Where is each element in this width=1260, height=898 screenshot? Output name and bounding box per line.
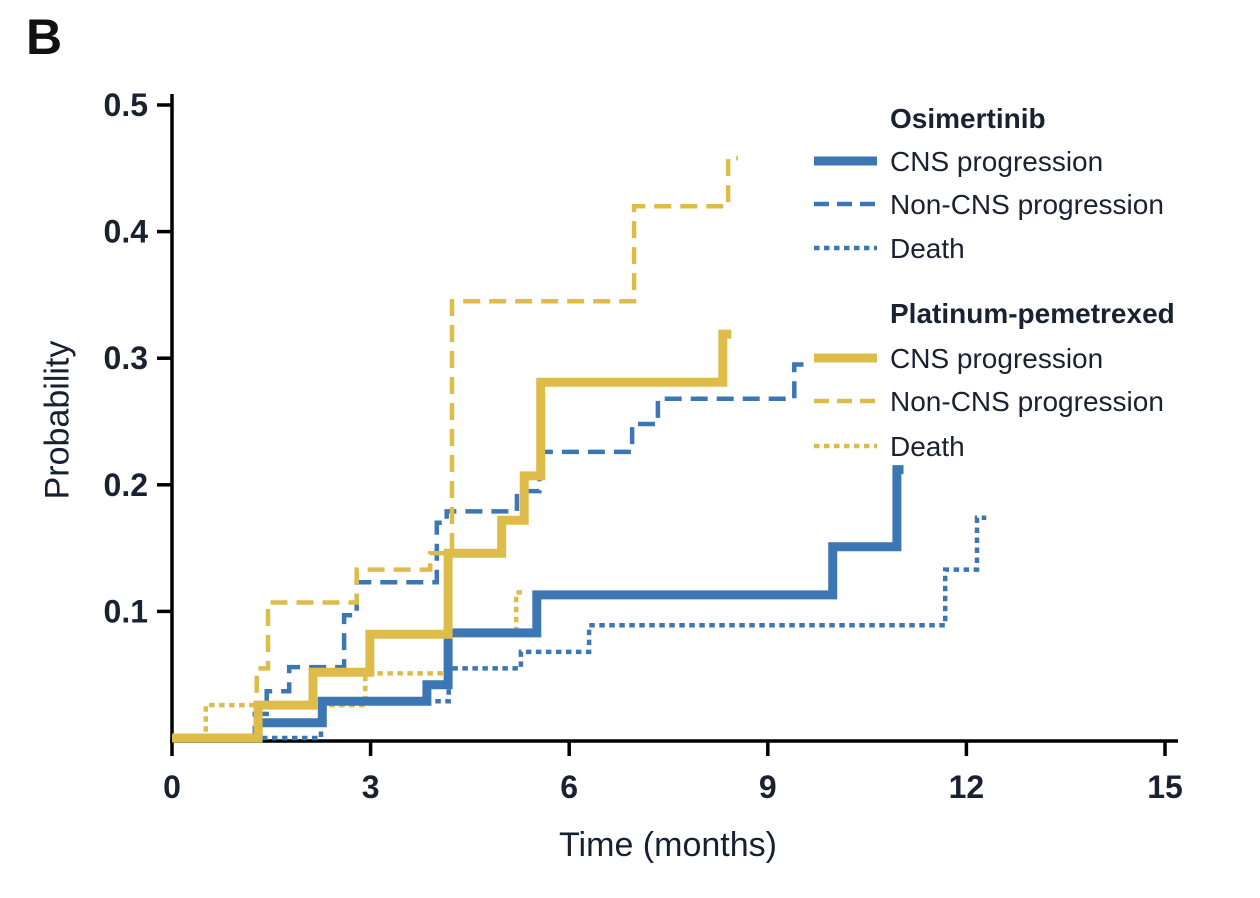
series-line-plat-cns (172, 329, 732, 743)
legend-item-label: Death (890, 431, 965, 462)
y-tick-label: 0.5 (104, 87, 148, 123)
legend-group-0: Osimertinib CNS progression Non-CNS progre… (814, 103, 1164, 264)
series-line-plat-death (172, 590, 527, 741)
legend-item-label: Death (890, 233, 965, 264)
x-tick-label: 6 (560, 769, 578, 805)
series-line-osi-noncns (172, 362, 807, 741)
x-tick-label: 9 (759, 769, 777, 805)
legend-group-1: Platinum-pemetrexed CNS progression Non-CN… (814, 298, 1175, 462)
legend-item-label: Non-CNS progression (890, 386, 1164, 417)
panel-label: B (26, 9, 63, 65)
legend-item-label: Non-CNS progression (890, 189, 1164, 220)
legend-item-label: CNS progression (890, 343, 1103, 374)
series-line-osi-cns (172, 465, 904, 743)
x-tick-label: 3 (362, 769, 380, 805)
y-tick-label: 0.3 (104, 340, 148, 376)
legend-group-header: Platinum-pemetrexed (890, 298, 1175, 329)
x-tick-label: 0 (163, 769, 181, 805)
x-axis-title: Time (months) (559, 826, 777, 864)
y-tick-label: 0.4 (104, 214, 149, 250)
series-line-plat-noncns (172, 155, 738, 741)
y-tick-label: 0.1 (104, 593, 148, 629)
legend-group-header: Osimertinib (890, 103, 1046, 134)
legend-item-label: CNS progression (890, 146, 1103, 177)
y-tick-label: 0.2 (104, 467, 148, 503)
x-tick-label: 15 (1147, 769, 1183, 805)
x-tick-label: 12 (949, 769, 985, 805)
